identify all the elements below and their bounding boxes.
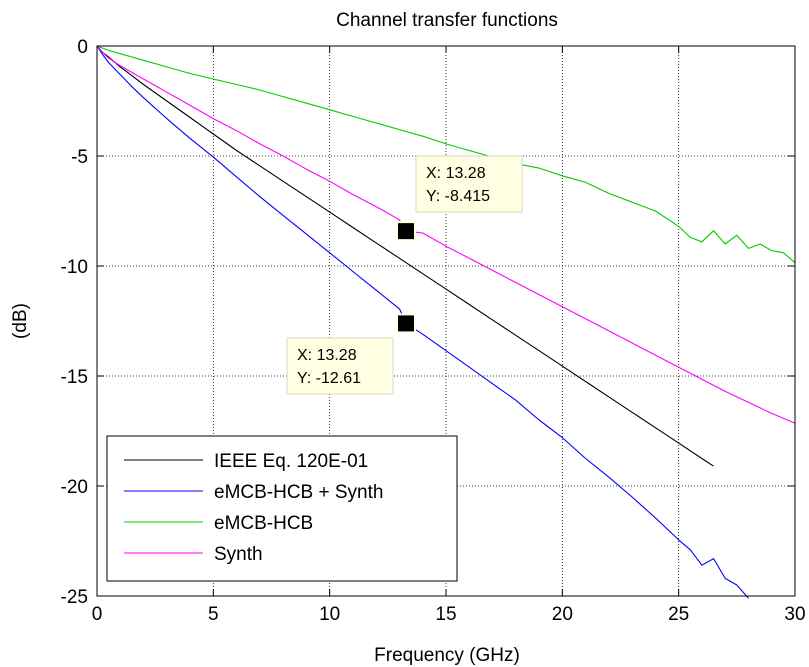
datatips-layer: X: 13.28 Y: -8.415 X: 13.28 Y: -12.61 — [286, 155, 523, 395]
axes-layer: 0 5 10 15 20 25 30 0 -5 -10 -15 -20 -25 — [61, 37, 806, 625]
datatip-box — [415, 155, 523, 213]
y-tick-label: -10 — [61, 257, 88, 278]
x-tick-label: 10 — [319, 604, 340, 625]
datatip-box — [286, 337, 394, 395]
legend: IEEE Eq. 120E-01 eMCB-HCB + Synth eMCB-HCB… — [106, 435, 458, 582]
datatip-marker — [397, 315, 414, 332]
series-line-1 — [96, 45, 714, 467]
y-tick-label: -25 — [61, 587, 88, 608]
datatip-y-text: Y: -8.415 — [426, 188, 490, 205]
datatip-y-text: Y: -12.61 — [297, 370, 361, 387]
x-tick-label: 30 — [784, 604, 805, 625]
x-axis-title: Frequency (GHz) — [374, 645, 520, 666]
legend-label: eMCB-HCB + Synth — [214, 482, 383, 503]
x-tick-label: 0 — [92, 604, 103, 625]
x-tick-label: 25 — [668, 604, 689, 625]
chart-title: Channel transfer functions — [336, 10, 558, 31]
datatip-x-text: X: 13.28 — [426, 165, 486, 182]
y-tick-label: -15 — [61, 367, 88, 388]
datatip-x-text: X: 13.28 — [297, 347, 357, 364]
y-tick-label: -20 — [61, 477, 88, 498]
y-axis-title: (dB) — [10, 303, 31, 339]
legend-label: Synth — [214, 544, 263, 565]
y-tick-label: 0 — [77, 37, 88, 58]
x-tick-label: 15 — [435, 604, 456, 625]
datatip-marker — [397, 223, 414, 240]
legend-label: IEEE Eq. 120E-01 — [214, 451, 368, 472]
x-tick-label: 5 — [208, 604, 219, 625]
legend-label: eMCB-HCB — [214, 513, 313, 534]
x-tick-label: 20 — [552, 604, 573, 625]
y-tick-label: -5 — [71, 147, 88, 168]
